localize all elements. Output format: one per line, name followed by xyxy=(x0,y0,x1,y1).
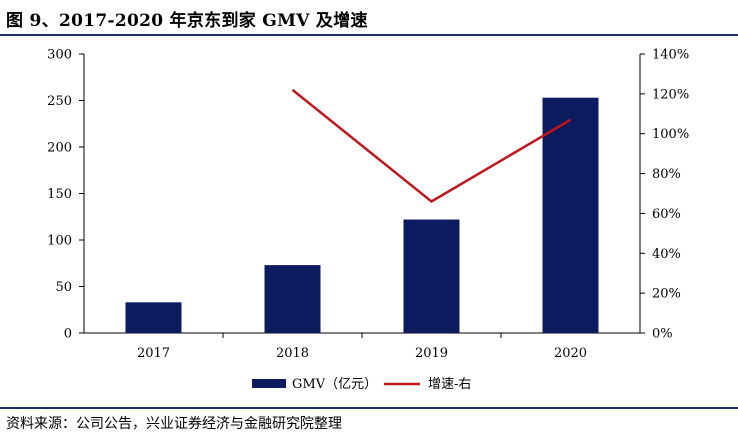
line-series xyxy=(291,88,572,203)
right-tick-label: 0% xyxy=(652,327,673,342)
category-label: 2018 xyxy=(276,346,309,361)
right-tick-label: 140% xyxy=(652,48,689,63)
chart-legend: GMV（亿元） 增速-右 xyxy=(252,377,471,392)
right-tick-label: 40% xyxy=(652,247,681,262)
right-tick-label: 80% xyxy=(652,167,681,182)
top-rule xyxy=(0,34,738,36)
chart-title: 图 9、2017-2020 年京东到家 GMV 及增速 xyxy=(6,11,368,31)
bar xyxy=(264,265,321,333)
bar xyxy=(542,97,599,334)
bar xyxy=(125,302,182,333)
left-tick-label: 50 xyxy=(55,280,72,295)
left-axis-ticks: 0 50 100 150 200 250 300 xyxy=(47,48,84,342)
left-tick-label: 300 xyxy=(47,48,72,63)
category-label: 2020 xyxy=(554,346,587,361)
legend-bar-swatch xyxy=(252,379,286,388)
bar xyxy=(403,219,460,333)
legend-bar-label: GMV（亿元） xyxy=(292,377,377,392)
bar-line-chart: 0 50 100 150 200 250 300 0% 20% 40% 60% 80% 100% 120… xyxy=(47,48,689,393)
left-tick-label: 0 xyxy=(64,327,72,342)
growth-line xyxy=(291,88,572,203)
right-tick-label: 100% xyxy=(652,127,689,142)
right-tick-label: 60% xyxy=(652,207,681,222)
source-note: 资料来源：公司公告，兴业证券经济与金融研究院整理 xyxy=(6,416,342,432)
right-axis-ticks: 0% 20% 40% 60% 80% 100% 120% 140% xyxy=(640,48,689,342)
left-tick-label: 250 xyxy=(47,94,72,109)
bar-series xyxy=(125,97,599,334)
bottom-rule xyxy=(0,407,738,409)
right-tick-label: 120% xyxy=(652,87,689,102)
legend-line-label: 增速-右 xyxy=(428,377,471,392)
left-tick-label: 200 xyxy=(47,141,72,156)
category-label: 2017 xyxy=(137,346,170,361)
left-tick-label: 100 xyxy=(47,234,72,249)
category-label: 2019 xyxy=(415,346,448,361)
right-tick-label: 20% xyxy=(652,287,681,302)
left-tick-label: 150 xyxy=(47,187,72,202)
category-labels: 2017 2018 2019 2020 xyxy=(137,333,587,361)
